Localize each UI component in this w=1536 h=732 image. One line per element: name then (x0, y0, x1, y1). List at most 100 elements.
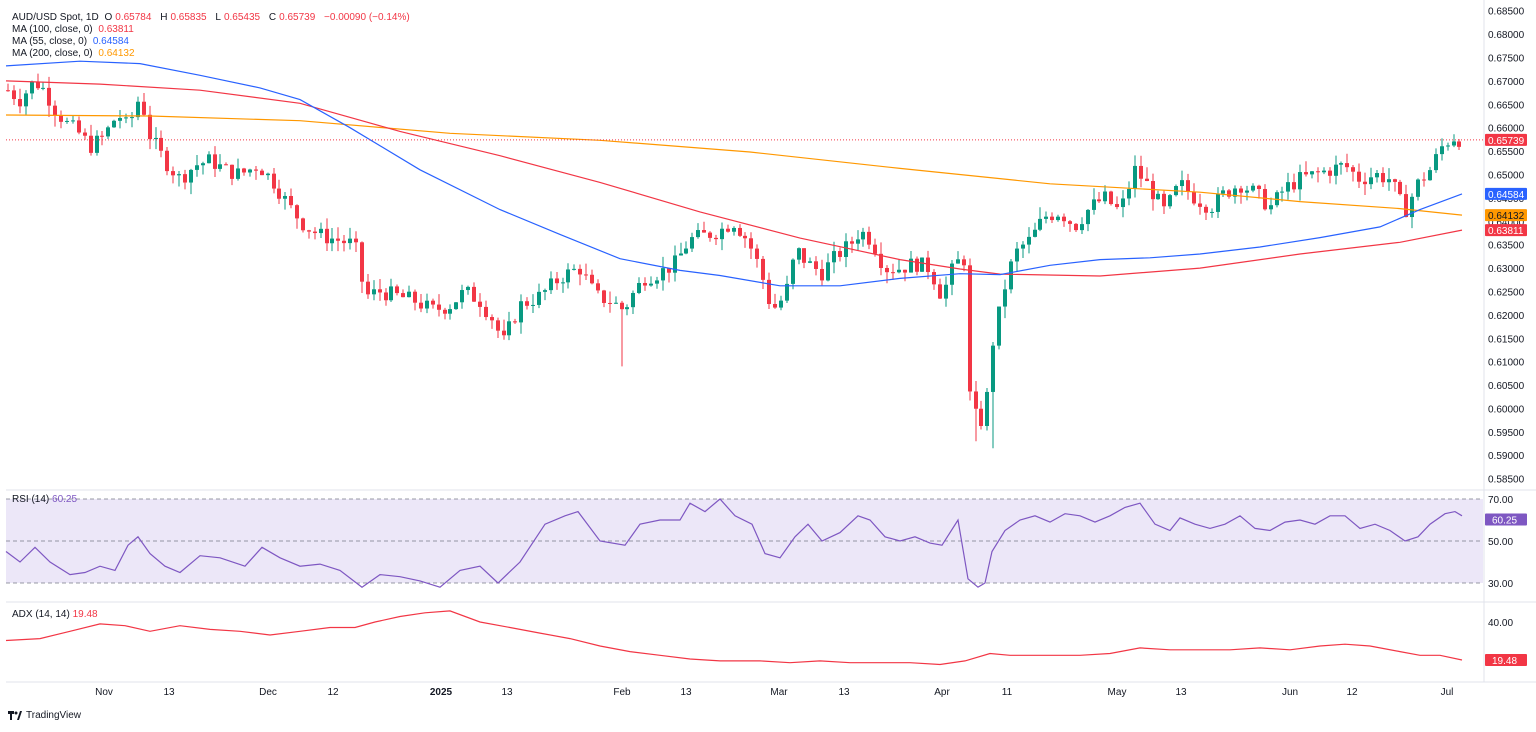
ma55-label: MA (55, close, 0) (12, 36, 88, 47)
ma200-legend[interactable]: MA (200, close, 0) 0.64132 (12, 48, 138, 60)
high-label: H (160, 12, 168, 23)
candle-body (301, 218, 305, 231)
candle-body (336, 238, 340, 241)
rsi-legend[interactable]: RSI (14) 60.25 (12, 494, 77, 505)
candle-body (991, 345, 995, 392)
open-label: O (104, 12, 113, 23)
candle-body (319, 228, 323, 234)
last-price-badge-bg (1485, 133, 1527, 146)
candle-body (124, 117, 128, 119)
candle-body (195, 165, 199, 170)
candle-body (714, 237, 718, 240)
time-tick-label: Feb (613, 687, 631, 698)
candle-body (1263, 189, 1267, 210)
time-tick-label: 13 (501, 687, 513, 698)
candle-body (41, 87, 45, 89)
rsi-badge-bg (1485, 513, 1527, 526)
candle-body (861, 231, 865, 240)
rsi-tick-label: 70.00 (1488, 495, 1513, 506)
price-tick-label: 0.65500 (1488, 147, 1525, 158)
candle-body (159, 137, 163, 151)
candle-body (1339, 163, 1343, 165)
time-tick-label: Mar (770, 687, 788, 698)
candle-body (1198, 203, 1202, 207)
candle-body (702, 230, 706, 233)
candle-body (620, 302, 624, 310)
ma55-legend[interactable]: MA (55, close, 0) 0.64584 (12, 36, 132, 48)
candle-body (891, 272, 895, 274)
candle-body (36, 81, 40, 89)
candle-body (1168, 195, 1172, 207)
ma100-legend[interactable]: MA (100, close, 0) 0.63811 (12, 24, 137, 36)
ma100-badge: 0.63811 (1488, 226, 1524, 237)
ma100-badge-bg (1485, 224, 1527, 237)
candle-body (549, 278, 553, 291)
candle-body (820, 268, 824, 281)
price-tick-label: 0.67500 (1488, 53, 1525, 64)
adx-tick-label: 40.00 (1488, 618, 1513, 629)
candle-body (142, 101, 146, 115)
candle-body (1204, 206, 1208, 213)
ma200-badge-bg (1485, 209, 1527, 222)
candle-body (956, 259, 960, 264)
candle-body (1056, 216, 1060, 221)
candle-body (460, 290, 464, 303)
candle-body (112, 120, 116, 128)
price-tick-label: 0.60000 (1488, 404, 1525, 415)
candle-body (165, 150, 169, 172)
candle-body (1457, 141, 1461, 147)
candle-body (1210, 211, 1214, 213)
candle-body (53, 105, 57, 116)
candle-body (584, 274, 588, 276)
ma55-badge-bg (1485, 187, 1527, 200)
candle-body (254, 169, 258, 171)
candle-body (909, 258, 913, 273)
candle-body (384, 292, 388, 301)
candle-body (1351, 167, 1355, 172)
price-tick-label: 0.68500 (1488, 7, 1525, 18)
candle-body (1357, 171, 1361, 182)
candle-body (207, 154, 211, 164)
candle-body (1162, 193, 1166, 207)
candle-body (1387, 179, 1391, 183)
candle-body (814, 261, 818, 269)
candle-body (1180, 180, 1184, 187)
candle-body (1003, 289, 1007, 307)
time-tick-label: 12 (327, 687, 339, 698)
candle-body (1038, 218, 1042, 230)
candle-body (773, 304, 777, 308)
candle-body (832, 251, 836, 263)
candle-body (47, 87, 51, 106)
candle-body (83, 132, 87, 136)
candle-body (1404, 194, 1408, 218)
candle-body (378, 289, 382, 293)
adx-line (5, 610, 1463, 666)
price-tick-label: 0.58500 (1488, 475, 1525, 486)
candle-body (761, 258, 765, 280)
close-value: 0.65739 (279, 12, 316, 23)
candle-body (366, 281, 370, 295)
candle-body (543, 290, 547, 292)
candle-body (1227, 190, 1231, 197)
candle-body (1115, 204, 1119, 208)
candle-body (266, 173, 270, 176)
candle-body (1269, 205, 1273, 210)
time-tick-label: 13 (163, 687, 175, 698)
price-tick-label: 0.66500 (1488, 100, 1525, 111)
price-tick-label: 0.68000 (1488, 30, 1525, 41)
candle-body (856, 239, 860, 244)
candle-body (1310, 171, 1314, 175)
tradingview-brand[interactable]: TradingView (8, 710, 81, 721)
candle-body (448, 309, 452, 314)
candle-body (873, 244, 877, 254)
candle-body (926, 257, 930, 273)
candle-body (59, 115, 63, 122)
candle-body (484, 306, 488, 318)
candle-body (478, 301, 482, 307)
adx-legend[interactable]: ADX (14, 14) 19.48 (12, 609, 98, 620)
candle-body (1145, 178, 1149, 182)
candle-body (932, 272, 936, 285)
candle-body (313, 231, 317, 234)
price-tick-label: 0.62500 (1488, 287, 1525, 298)
